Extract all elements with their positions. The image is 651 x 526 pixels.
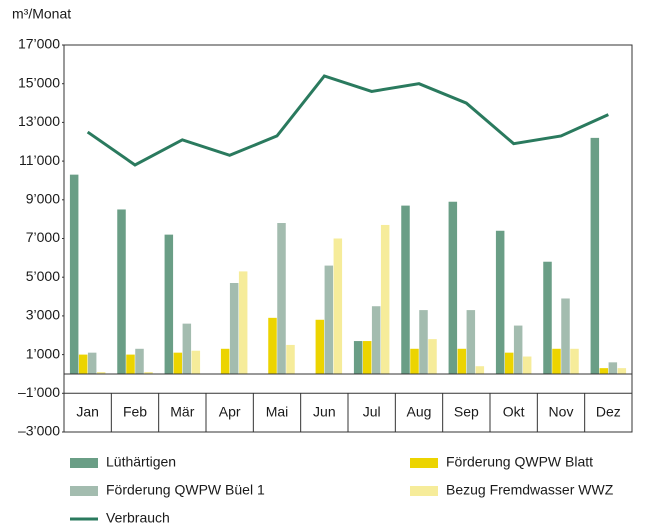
y-tick-label: 13’000	[18, 113, 60, 129]
bar	[191, 350, 201, 374]
bar	[135, 348, 144, 374]
x-tick-label: Dez	[596, 403, 621, 419]
bar	[268, 317, 277, 374]
legend-swatch	[70, 458, 98, 468]
bar	[428, 339, 437, 374]
bar	[87, 352, 97, 374]
x-tick-label: Nov	[549, 403, 574, 419]
bar	[561, 298, 570, 374]
legend-label: Förderung QWPW Blatt	[446, 454, 593, 470]
legend-label: Lüthärtigen	[106, 454, 176, 470]
bar	[419, 310, 428, 374]
bar	[229, 283, 239, 374]
y-tick-label: 11’000	[19, 152, 60, 168]
y-tick-label: –1’000	[18, 384, 60, 400]
bar	[410, 348, 419, 374]
x-tick-label: Mär	[170, 403, 194, 419]
bar	[513, 325, 523, 374]
x-tick-label: Mai	[266, 403, 289, 419]
x-tick-label: Feb	[123, 403, 147, 419]
bar	[315, 319, 325, 374]
legend-label: Bezug Fremdwasser WWZ	[446, 482, 614, 498]
bar	[362, 341, 372, 374]
x-tick-label: Sep	[454, 403, 479, 419]
y-tick-label: 1’000	[26, 345, 60, 361]
bar	[504, 352, 514, 374]
legend-swatch	[70, 486, 98, 496]
legend-label: Förderung QWPW Büel 1	[106, 482, 265, 498]
bar	[324, 265, 334, 374]
y-tick-label: 17’000	[18, 36, 60, 52]
bar	[69, 174, 79, 374]
bar	[608, 362, 618, 374]
y-tick-label: 5’000	[26, 268, 60, 284]
bar	[570, 348, 579, 374]
bar	[401, 205, 410, 374]
x-tick-label: Aug	[407, 403, 432, 419]
bar	[353, 341, 363, 374]
bar	[220, 348, 230, 374]
bar	[117, 209, 126, 374]
x-tick-label: Jan	[76, 403, 99, 419]
x-tick-label: Okt	[503, 403, 525, 419]
bar	[543, 261, 552, 374]
bar	[380, 224, 390, 374]
bar	[286, 344, 295, 374]
y-tick-label: 7’000	[26, 229, 60, 245]
line	[86, 74, 609, 167]
legend-swatch	[410, 486, 438, 496]
bar	[173, 352, 183, 374]
bar	[617, 368, 627, 374]
bar	[466, 310, 476, 374]
bar	[277, 223, 286, 374]
y-tick-label: –3’000	[18, 423, 60, 439]
x-tick-label: Apr	[219, 403, 241, 419]
plot-frame	[63, 44, 633, 433]
legend-swatch	[410, 458, 438, 468]
y-axis-label: m³/Monat	[12, 6, 71, 22]
bar	[599, 368, 609, 374]
y-tick-label: 9’000	[26, 191, 60, 207]
bar	[590, 137, 600, 374]
bar	[182, 323, 192, 374]
legend-label: Verbrauch	[106, 510, 170, 526]
bar	[78, 354, 88, 374]
bar	[457, 348, 467, 374]
bar	[238, 271, 248, 374]
bar	[522, 356, 532, 374]
bar	[495, 230, 505, 374]
bar	[96, 372, 106, 374]
y-tick-label: 15’000	[18, 74, 60, 90]
bar	[126, 354, 135, 374]
y-tick-label: 3’000	[26, 307, 60, 323]
bar	[448, 201, 458, 374]
bar	[475, 366, 485, 374]
bar	[144, 372, 153, 374]
bar	[333, 238, 343, 374]
bar	[552, 348, 561, 374]
x-tick-label: Jul	[363, 403, 381, 419]
bar	[164, 234, 174, 374]
x-tick-label: Jun	[313, 403, 336, 419]
bar	[371, 306, 381, 374]
